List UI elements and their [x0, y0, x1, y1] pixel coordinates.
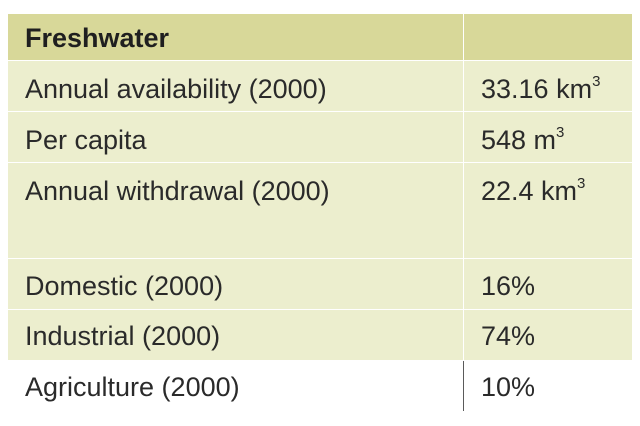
row-value: 16%	[463, 259, 632, 309]
row-value: 33.16 km3	[463, 61, 632, 111]
table-row: Per capita 548 m3	[8, 112, 632, 162]
row-label: Per capita	[25, 125, 147, 155]
table-row: Domestic (2000) 16%	[8, 259, 632, 309]
row-label: Industrial (2000)	[25, 321, 221, 351]
header-value	[463, 14, 632, 60]
table-row: Agriculture (2000) 10%	[8, 361, 632, 411]
row-label: Domestic (2000)	[25, 271, 224, 301]
row-value: 22.4 km3	[463, 163, 632, 258]
header-label: Freshwater	[25, 23, 170, 53]
row-label: Agriculture (2000)	[25, 372, 240, 402]
row-value: 548 m3	[463, 112, 632, 162]
table-header-row: Freshwater	[8, 14, 632, 60]
row-label: Annual withdrawal (2000)	[25, 176, 330, 206]
row-value: 10%	[463, 361, 632, 411]
row-value: 74%	[463, 310, 632, 360]
row-label: Annual availability (2000)	[25, 74, 327, 104]
table-row: Annual availability (2000) 33.16 km3	[8, 61, 632, 111]
table-row: Industrial (2000) 74%	[8, 310, 632, 360]
table-row: Annual withdrawal (2000) 22.4 km3	[8, 163, 632, 258]
superscript: 3	[556, 124, 565, 141]
superscript: 3	[592, 73, 601, 90]
superscript: 3	[577, 175, 586, 192]
